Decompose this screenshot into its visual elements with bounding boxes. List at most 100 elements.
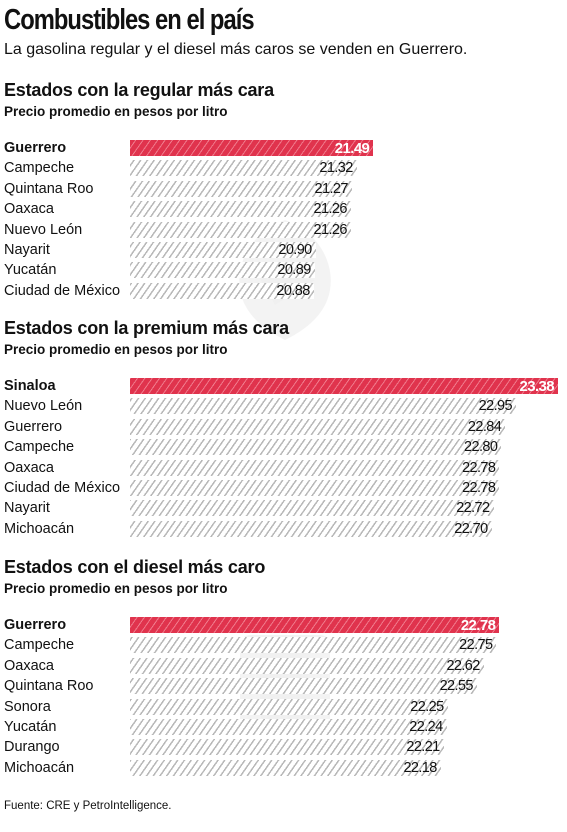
value-label: 21.26 [313,221,348,238]
value-bar: 22.84 [130,418,506,435]
chart-title: Estados con el diesel más caro [4,557,266,577]
value-label: 22.95 [478,398,513,415]
value-label: 22.78 [462,459,496,476]
value-label: 22.24 [409,719,443,735]
category-label: Sonora [4,698,51,715]
value-label: 23.38 [519,378,554,395]
value-bar: 21.49 [130,140,374,157]
category-label: Quintana Roo [4,180,94,197]
bar-row: 21.49 Guerrero [0,138,567,158]
value-label: 22.78 [462,480,496,496]
category-label: Sinaloa [4,378,56,394]
value-bar: 22.78 [130,459,500,476]
bar-row: 20.89 Yucatán [0,260,567,280]
category-label: Ciudad de México [4,282,121,299]
category-label: Guerrero [4,418,63,435]
chart-subtitle: Precio promedio en pesos por litro [4,581,228,596]
value-bar: 20.90 [130,242,316,258]
value-bar: 22.78 [130,480,500,496]
page-title: Combustibles en el país [4,4,255,36]
bar-row: 20.90 Nayarit [0,240,567,260]
page-subtitle: La gasolina regular y el diesel más caro… [4,41,468,58]
value-label: 22.21 [406,739,440,756]
value-label: 22.55 [439,678,474,695]
bar-row: 22.84 Guerrero [0,417,567,437]
value-label: 22.72 [456,500,490,517]
chart-subtitle: Precio promedio en pesos por litro [4,342,228,357]
category-label: Ciudad de México [4,480,121,496]
bar-row: 22.95 Nuevo León [0,396,567,416]
value-bar: 21.26 [130,221,351,238]
value-bar: 20.88 [130,282,314,299]
bar-row: 20.88 Ciudad de México [0,281,567,301]
category-label: Campeche [4,637,75,654]
value-label: 21.32 [319,160,353,177]
value-bar: 22.95 [130,398,516,415]
category-label: Nayarit [4,242,50,258]
chart-subtitle: Precio promedio en pesos por litro [4,104,228,119]
bar-row: 21.27 Quintana Roo [0,179,567,199]
value-label: 20.88 [276,282,310,299]
value-bar: 22.70 [130,520,492,537]
bar-row: 22.78 Guerrero [0,615,567,635]
bar-row: 22.25 Sonora [0,697,567,717]
category-label: Nuevo León [4,398,83,415]
bar-row: 22.70 Michoacán [0,519,567,539]
value-bar: 22.21 [130,739,444,756]
category-label: Durango [4,739,60,756]
category-label: Michoacán [4,759,75,776]
value-bar: 20.89 [130,262,315,279]
category-label: Guerrero [4,140,67,156]
value-label: 22.84 [467,418,502,435]
category-label: Oaxaca [4,201,54,218]
bar-row: 21.26 Oaxaca [0,199,567,219]
value-label: 22.18 [403,759,437,776]
category-label: Oaxaca [4,459,54,476]
bar-row: 22.21 Durango [0,737,567,757]
premium-chart: Estados con la premium más cara Precio p… [0,318,567,539]
bar-row: 22.24 Yucatán [0,717,567,737]
category-label: Guerrero [4,617,67,633]
value-bar: 22.72 [130,500,494,517]
value-bar: 21.27 [130,180,352,197]
value-bar: 21.32 [130,160,357,177]
category-label: Michoacán [4,520,75,537]
value-label: 22.80 [464,439,498,456]
value-label: 22.75 [459,637,493,654]
category-label: Yucatán [4,262,57,279]
value-bar: 23.38 [130,378,558,395]
value-label: 22.78 [460,617,496,634]
value-bar: 22.78 [130,617,500,634]
value-bar: 21.26 [130,201,351,218]
value-label: 22.62 [446,657,480,674]
value-label: 21.49 [334,140,370,157]
bar-row: 22.80 Campeche [0,437,567,457]
category-label: Nayarit [4,500,50,517]
regular-chart: Estados con la regular más cara Precio p… [0,80,567,301]
chart-title: Estados con la regular más cara [4,80,274,100]
value-bar: 22.18 [130,759,441,776]
value-label: 21.26 [313,201,348,218]
value-bar: 22.80 [130,439,502,456]
category-label: Campeche [4,160,75,177]
source-note: Fuente: CRE y PetroIntelligence. [4,800,172,812]
bar-row: 22.55 Quintana Roo [0,676,567,696]
value-label: 22.25 [410,698,444,715]
bar-row: 21.32 Campeche [0,158,567,178]
value-label: 20.89 [277,262,311,279]
bar-row: 21.26 Nuevo León [0,220,567,240]
category-label: Yucatán [4,719,57,735]
diesel-chart: Estados con el diesel más caro Precio pr… [0,557,567,778]
value-label: 21.27 [314,180,349,197]
value-label: 20.90 [278,242,312,258]
category-label: Quintana Roo [4,678,94,695]
bar-row: 22.18 Michoacán [0,758,567,778]
category-label: Nuevo León [4,221,83,238]
bar-row: 22.78 Ciudad de México [0,478,567,498]
category-label: Campeche [4,439,75,456]
bar-row: 22.62 Oaxaca [0,656,567,676]
value-bar: 22.62 [130,657,484,674]
value-label: 22.70 [454,520,488,537]
category-label: Oaxaca [4,657,54,674]
bar-row: 22.75 Campeche [0,635,567,655]
